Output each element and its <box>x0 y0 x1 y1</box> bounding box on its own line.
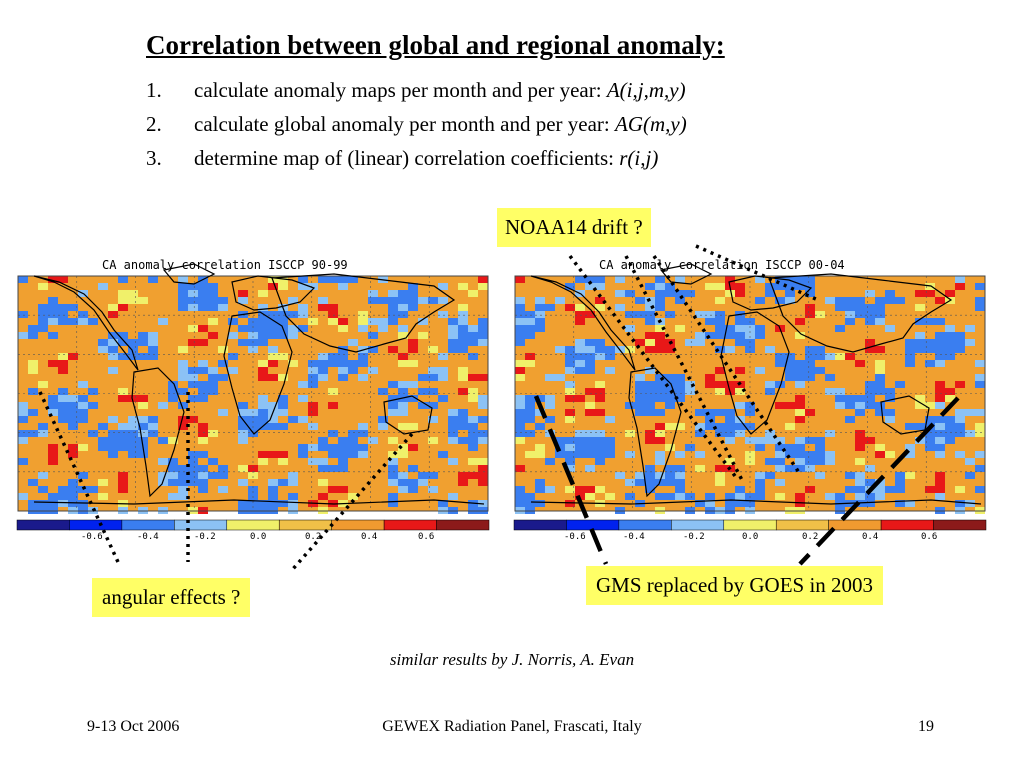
step-text: determine map of (linear) correlation co… <box>194 146 620 170</box>
anomaly-map-00-04: CA anomaly correlation ISCCP 00-04 -0.6 … <box>511 252 989 542</box>
colorbar-tick-label: -0.2 <box>194 532 216 542</box>
colorbar-tick-label: 0.6 <box>418 532 434 542</box>
map-figure: CA anomaly correlation ISCCP 00-04 -0.6 … <box>513 258 987 542</box>
gms-goes-callout: GMS replaced by GOES in 2003 <box>586 566 884 605</box>
colorbar-tick-label: 0.4 <box>361 532 377 542</box>
colorbar-tick-label: 0.2 <box>802 532 818 542</box>
page-number: 19 <box>918 718 934 735</box>
step-1: 1. calculate anomaly maps per month and p… <box>146 78 906 103</box>
colorbar <box>16 519 490 531</box>
colorbar-tick-label: 0.0 <box>742 532 758 542</box>
footer-venue: GEWEX Radiation Panel, Frascati, Italy <box>382 718 642 735</box>
credit-note: similar results by J. Norris, A. Evan <box>389 650 635 669</box>
noaa14-drift-callout: NOAA14 drift ? <box>497 208 651 247</box>
colorbar-tick-labels: -0.6 -0.4 -0.2 0.0 0.2 0.4 0.6 <box>564 532 937 542</box>
colorbar-tick-label: 0.6 <box>921 532 937 542</box>
colorbar-tick-label: 0.2 <box>305 532 321 542</box>
step-text: calculate global anomaly per month and p… <box>194 112 615 136</box>
step-text: calculate anomaly maps per month and per… <box>194 78 607 102</box>
map-title: CA anomaly correlation ISCCP 00-04 <box>599 258 845 272</box>
footer-date: 9-13 Oct 2006 <box>87 718 180 735</box>
map-figure: CA anomaly correlation ISCCP 90-99 -0.6 … <box>16 258 490 542</box>
correlation-field <box>514 275 986 514</box>
angular-effects-callout: angular effects ? <box>92 578 251 617</box>
colorbar <box>513 519 987 531</box>
colorbar-tick-label: -0.6 <box>564 532 586 542</box>
step-variable: AG(m,y) <box>615 112 687 136</box>
step-number: 2. <box>146 112 162 136</box>
step-variable: r(i,j) <box>619 146 659 170</box>
step-3: 3. determine map of (linear) correlation … <box>146 146 906 171</box>
anomaly-map-90-99: CA anomaly correlation ISCCP 90-99 -0.6 … <box>14 252 492 542</box>
colorbar-tick-label: -0.4 <box>623 532 645 542</box>
colorbar-tick-label: 0.0 <box>250 532 266 542</box>
colorbar-tick-labels: -0.6 -0.4 -0.2 0.0 0.2 0.4 0.6 <box>81 532 434 542</box>
step-2: 2. calculate global anomaly per month and… <box>146 112 906 137</box>
step-number: 3. <box>146 146 162 170</box>
colorbar-tick-label: -0.2 <box>683 532 705 542</box>
step-variable: A(i,j,m,y) <box>606 78 686 102</box>
step-number: 1. <box>146 78 162 102</box>
colorbar-tick-label: 0.4 <box>862 532 878 542</box>
correlation-field <box>17 275 489 514</box>
slide-title: Correlation between global and regional … <box>146 30 725 60</box>
colorbar-tick-label: -0.4 <box>137 532 159 542</box>
colorbar-tick-label: -0.6 <box>81 532 103 542</box>
map-title: CA anomaly correlation ISCCP 90-99 <box>102 258 348 272</box>
